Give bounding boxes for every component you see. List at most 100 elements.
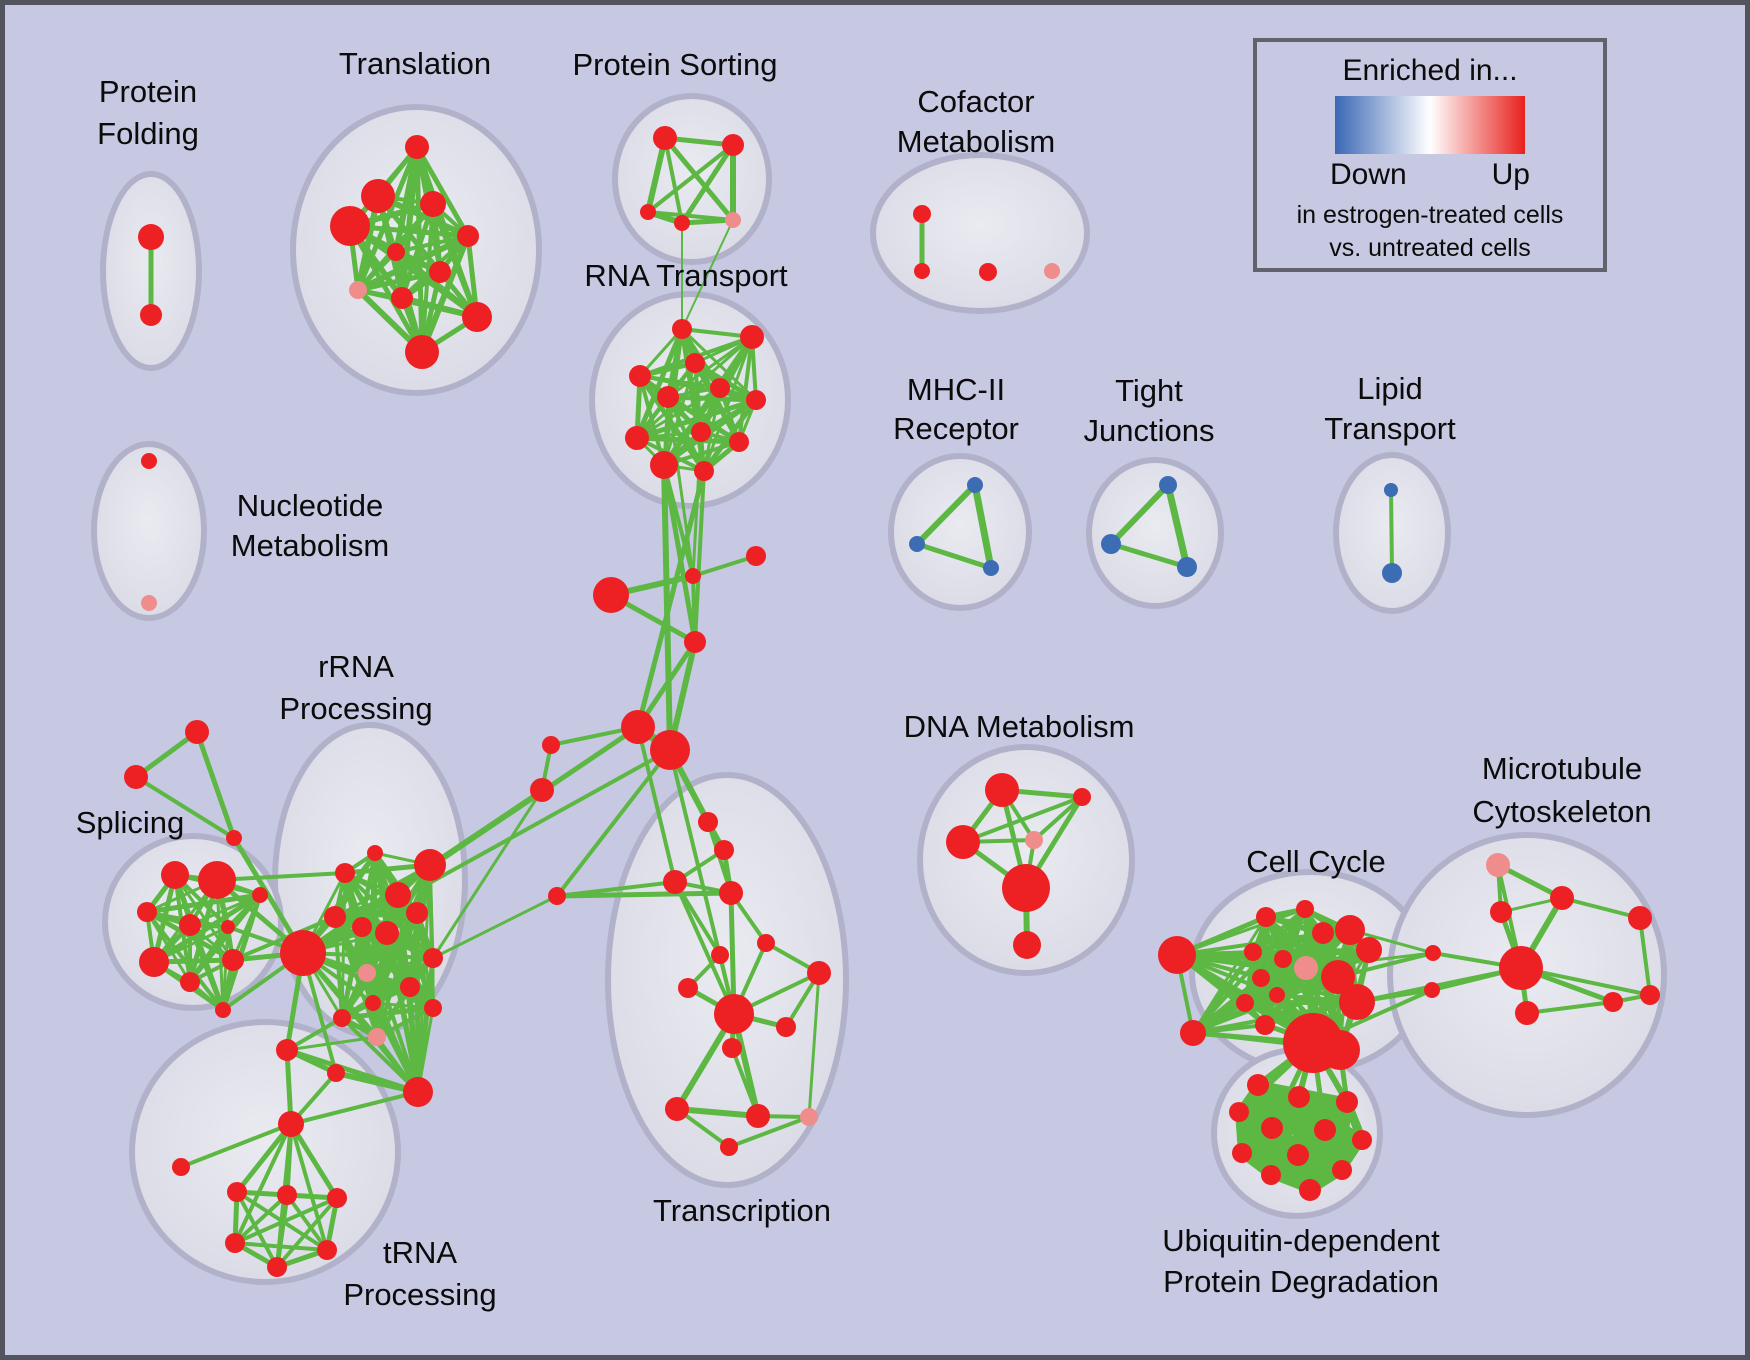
node-tj-1[interactable] <box>1101 534 1121 554</box>
node-cc-9[interactable] <box>1294 956 1318 980</box>
node-cc-11[interactable] <box>1321 960 1355 994</box>
node-cf-3[interactable] <box>1044 263 1060 279</box>
node-cf-1[interactable] <box>914 263 930 279</box>
node-tr-3[interactable] <box>330 206 370 246</box>
node-mt-1[interactable] <box>1550 886 1574 910</box>
node-ub-3[interactable] <box>1229 1102 1249 1122</box>
node-cn-10[interactable] <box>226 830 242 846</box>
node-rt-9[interactable] <box>729 432 749 452</box>
node-ub-2[interactable] <box>1336 1091 1358 1113</box>
node-tr-2[interactable] <box>420 191 446 217</box>
node-rt-4[interactable] <box>710 378 730 398</box>
node-mh-2[interactable] <box>983 560 999 576</box>
node-rt-7[interactable] <box>691 422 711 442</box>
node-cc-2[interactable] <box>1256 907 1276 927</box>
node-ps-1[interactable] <box>722 134 744 156</box>
node-lt-0[interactable] <box>1384 483 1398 497</box>
node-tn-6[interactable] <box>327 1188 347 1208</box>
node-mt-3[interactable] <box>1499 946 1543 990</box>
node-cn-11[interactable] <box>548 887 566 905</box>
node-cc-0[interactable] <box>1158 936 1196 974</box>
node-cc-13[interactable] <box>1269 987 1285 1003</box>
node-rt-5[interactable] <box>657 386 679 408</box>
node-mt-0[interactable] <box>1486 853 1510 877</box>
node-rt-0[interactable] <box>672 319 692 339</box>
node-tr-1[interactable] <box>361 179 395 213</box>
node-sp-0[interactable] <box>161 861 189 889</box>
node-cn-6[interactable] <box>542 736 560 754</box>
node-mt-9[interactable] <box>1640 985 1660 1005</box>
node-cn-0[interactable] <box>685 568 701 584</box>
node-tn-4[interactable] <box>227 1182 247 1202</box>
node-tx-7[interactable] <box>678 978 698 998</box>
node-tn-1[interactable] <box>327 1064 345 1082</box>
node-cn-4[interactable] <box>621 710 655 744</box>
node-rt-6[interactable] <box>746 390 766 410</box>
node-tx-6[interactable] <box>807 961 831 985</box>
node-cf-2[interactable] <box>979 263 997 281</box>
node-dm-0[interactable] <box>985 773 1019 807</box>
node-ub-4[interactable] <box>1261 1117 1283 1139</box>
node-mt-6[interactable] <box>1603 992 1623 1012</box>
node-tn-5[interactable] <box>277 1185 297 1205</box>
node-tn-2[interactable] <box>278 1111 304 1137</box>
node-tx-5[interactable] <box>757 934 775 952</box>
node-ub-7[interactable] <box>1232 1143 1252 1163</box>
node-rt-8[interactable] <box>625 426 649 450</box>
node-cc-17[interactable] <box>1320 1030 1360 1070</box>
node-tr-6[interactable] <box>429 261 451 283</box>
node-tn-9[interactable] <box>267 1257 287 1277</box>
node-cc-15[interactable] <box>1255 1015 1275 1035</box>
node-tx-10[interactable] <box>722 1038 742 1058</box>
node-cc-6[interactable] <box>1312 922 1334 944</box>
node-ps-3[interactable] <box>674 215 690 231</box>
node-sp-2[interactable] <box>137 902 157 922</box>
node-tn-3[interactable] <box>172 1158 190 1176</box>
node-cn-1[interactable] <box>746 546 766 566</box>
node-cn-9[interactable] <box>124 765 148 789</box>
node-nm-1[interactable] <box>141 595 157 611</box>
node-dm-3[interactable] <box>1025 831 1043 849</box>
node-sp-8[interactable] <box>215 1002 231 1018</box>
node-tx-8[interactable] <box>714 994 754 1034</box>
node-rr-7[interactable] <box>406 902 428 924</box>
node-tx-9[interactable] <box>776 1017 796 1037</box>
node-rr-12[interactable] <box>333 1009 351 1027</box>
node-ps-4[interactable] <box>725 212 741 228</box>
node-tr-5[interactable] <box>387 243 405 261</box>
node-rr-13[interactable] <box>365 995 381 1011</box>
node-tr-7[interactable] <box>349 281 367 299</box>
node-rr-14[interactable] <box>368 1028 386 1046</box>
node-cf-0[interactable] <box>913 205 931 223</box>
node-mt-8[interactable] <box>1628 906 1652 930</box>
node-rr-4[interactable] <box>324 906 346 928</box>
node-dm-4[interactable] <box>1002 864 1050 912</box>
node-cc-14[interactable] <box>1236 994 1254 1012</box>
node-tx-12[interactable] <box>746 1104 770 1128</box>
node-cc-5[interactable] <box>1274 950 1292 968</box>
node-rt-2[interactable] <box>685 353 705 373</box>
node-nm-0[interactable] <box>141 453 157 469</box>
node-cc-12[interactable] <box>1339 984 1375 1020</box>
node-tn-8[interactable] <box>317 1240 337 1260</box>
node-cn-7[interactable] <box>530 778 554 802</box>
node-rr-0[interactable] <box>335 863 355 883</box>
node-ub-1[interactable] <box>1288 1086 1310 1108</box>
node-rr-3[interactable] <box>385 882 411 908</box>
node-tr-0[interactable] <box>405 135 429 159</box>
node-dm-5[interactable] <box>1013 931 1041 959</box>
node-tr-9[interactable] <box>462 302 492 332</box>
node-rr-10[interactable] <box>423 948 443 968</box>
node-cc-1[interactable] <box>1180 1020 1206 1046</box>
node-dm-2[interactable] <box>946 825 980 859</box>
node-sp-6[interactable] <box>222 949 244 971</box>
node-ub-11[interactable] <box>1299 1179 1321 1201</box>
node-ub-10[interactable] <box>1261 1165 1281 1185</box>
node-tr-10[interactable] <box>405 335 439 369</box>
node-tn-0[interactable] <box>276 1039 298 1061</box>
node-tx-14[interactable] <box>720 1138 738 1156</box>
node-sp-5[interactable] <box>139 947 169 977</box>
node-dm-1[interactable] <box>1073 788 1091 806</box>
node-ub-5[interactable] <box>1314 1119 1336 1141</box>
node-mt-7[interactable] <box>1515 1001 1539 1025</box>
